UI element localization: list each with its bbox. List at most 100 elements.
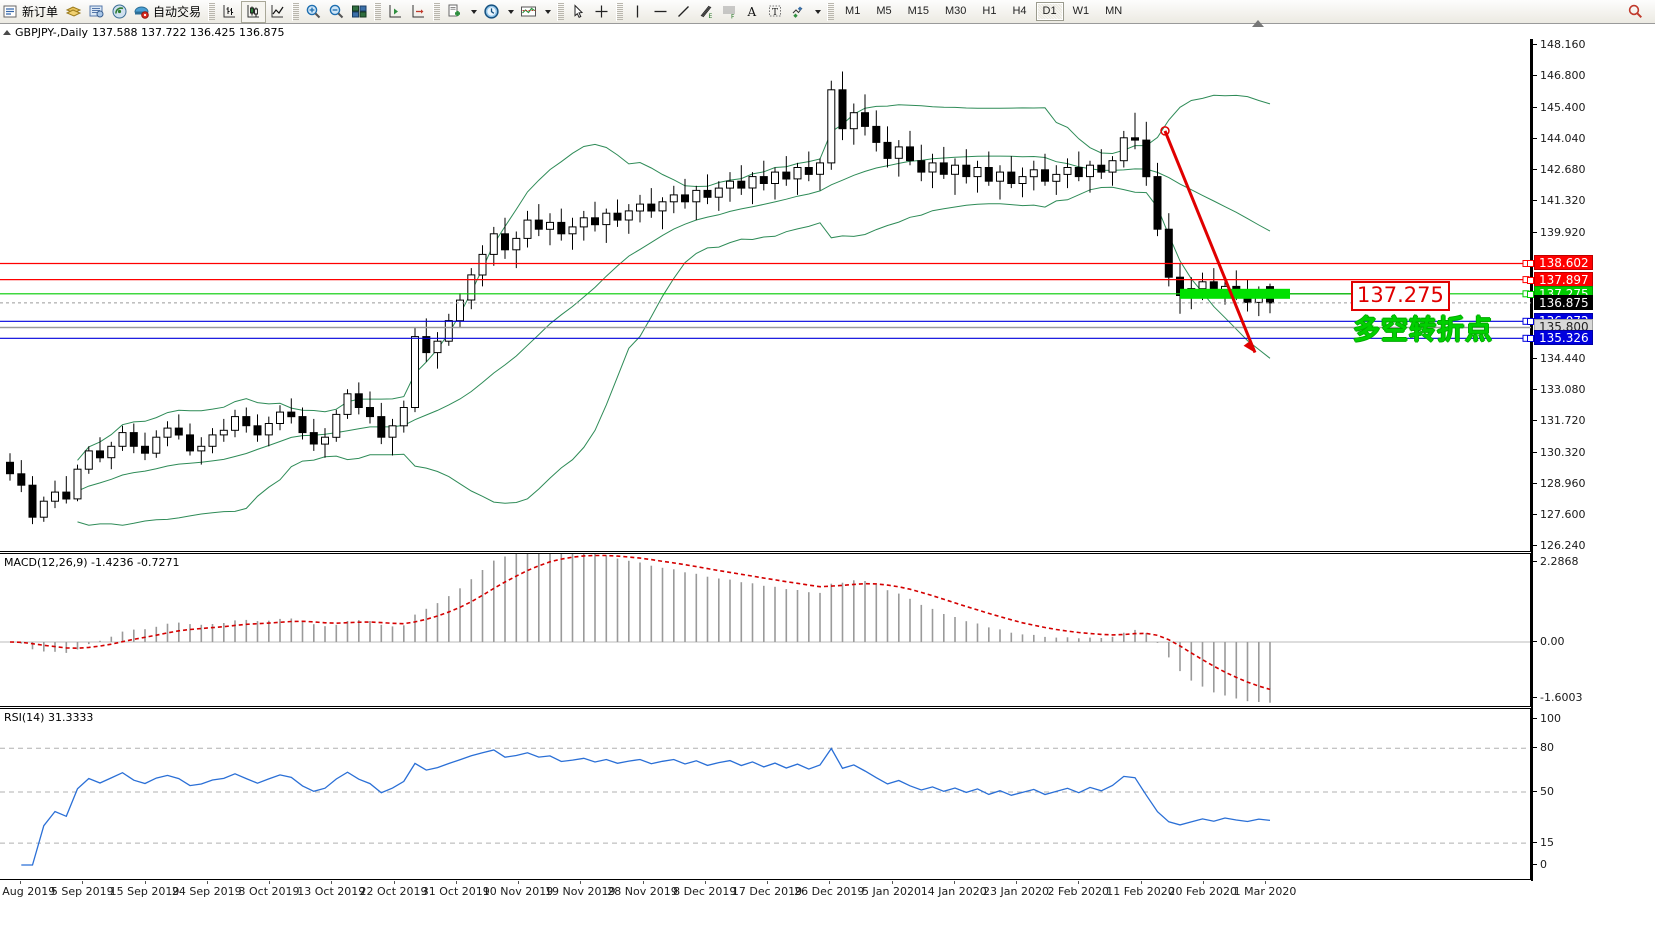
autotrade-button[interactable]: 自动交易	[131, 1, 205, 23]
date-axis-tick	[144, 881, 146, 884]
price-level-badge-resistance-1[interactable]: 138.602	[1534, 255, 1593, 271]
timeframe-mn[interactable]: MN	[1105, 5, 1123, 17]
date-axis-tick	[953, 881, 955, 884]
date-axis-tick	[1078, 881, 1080, 884]
date-axis-label: 23 Jan 2020	[983, 885, 1049, 898]
date-axis-label: 10 Nov 2019	[482, 885, 554, 898]
rsi-axis-tick-label: 15	[1540, 836, 1554, 850]
new-order-button[interactable]: 新订单	[0, 1, 62, 23]
toolbar-separator	[208, 2, 216, 21]
shapes-button[interactable]	[787, 1, 810, 23]
horizontal-line-icon	[654, 10, 667, 13]
trendline-button[interactable]	[672, 1, 695, 23]
timeframe-h1[interactable]: H1	[982, 5, 997, 17]
level-drag-handle[interactable]	[1527, 260, 1534, 268]
level-drag-handle[interactable]	[1527, 290, 1534, 298]
date-axis-label: 14 Jan 2020	[920, 885, 987, 898]
level-drag-handle[interactable]	[1527, 276, 1534, 284]
rsi-axis-tick-label: 100	[1540, 712, 1561, 725]
date-axis-tick	[1265, 881, 1266, 884]
period-dropdown[interactable]	[503, 1, 517, 23]
terminal-button[interactable]	[85, 1, 108, 23]
text-icon: A	[747, 5, 757, 19]
price-annotation-box: 137.275	[1351, 280, 1450, 311]
candlestick-button[interactable]	[241, 0, 267, 23]
timeframe-d1[interactable]: D1	[1035, 2, 1064, 21]
text-button[interactable]: A	[741, 1, 764, 23]
timeframe-m15[interactable]: M15	[907, 5, 929, 17]
new-chart-dropdown[interactable]	[466, 1, 480, 23]
price-axis-tick-label: 133.080	[1540, 382, 1586, 396]
zoom-in-button[interactable]	[302, 1, 325, 23]
auto-scroll-button[interactable]	[407, 1, 430, 23]
signal-button[interactable]	[108, 1, 131, 23]
fibonacci-button[interactable]: F	[718, 1, 741, 23]
expand-triangle-icon[interactable]	[3, 29, 11, 35]
shift-end-button[interactable]	[384, 1, 407, 23]
macd-pane[interactable]: MACD(12,26,9) -1.4236 -0.7271	[0, 553, 1531, 707]
vertical-line-button[interactable]	[626, 1, 649, 23]
period-button[interactable]	[480, 1, 503, 23]
tile-windows-button[interactable]	[348, 1, 371, 23]
autotrade-icon	[134, 6, 149, 19]
level-drag-handle[interactable]	[1527, 335, 1534, 343]
date-axis-label: 24 Sep 2019	[171, 885, 242, 898]
price-axis-tick-label: 146.800	[1540, 69, 1586, 83]
date-axis-label: 1 Mar 2020	[1233, 885, 1297, 898]
search-button[interactable]	[1624, 1, 1647, 23]
indicators-dropdown[interactable]	[540, 1, 554, 23]
macd-label: MACD(12,26,9) -1.4236 -0.7271	[4, 556, 180, 569]
date-axis-label: 19 Nov 2019	[545, 885, 616, 898]
toolbar-separator-6	[616, 2, 624, 21]
rsi-y-axis[interactable]: 100 80 50 15 0	[1531, 708, 1655, 881]
timeframe-m5[interactable]: M5	[876, 5, 892, 17]
price-level-badge-current-price[interactable]: 136.875	[1534, 294, 1593, 310]
auto-scroll-icon	[412, 5, 425, 18]
level-drag-handle[interactable]	[1527, 318, 1534, 326]
text-label-button[interactable]: T	[764, 1, 787, 23]
price-axis-tick-label: 127.600	[1540, 507, 1586, 521]
shapes-dropdown[interactable]	[810, 1, 824, 23]
date-axis-tick	[331, 881, 333, 884]
indicators-button[interactable]	[517, 1, 540, 23]
price-level-badge-support-blue-2[interactable]: 135.326	[1534, 330, 1593, 346]
line-chart-button[interactable]	[266, 1, 289, 23]
signal-icon	[112, 4, 127, 19]
price-axis-tick-label: 139.920	[1540, 226, 1586, 240]
chart-symbol-label: GBPJPY-,Daily	[15, 25, 89, 39]
bar-chart-button[interactable]	[218, 1, 241, 23]
timeframe-w1[interactable]: W1	[1072, 5, 1090, 17]
price-axis-tick-label: 130.320	[1540, 445, 1586, 459]
horizontal-line-button[interactable]	[649, 1, 672, 23]
scroll-indicator-icon	[1252, 20, 1264, 27]
date-axis-tick	[767, 881, 768, 884]
price-axis-tick-label: 126.240	[1540, 539, 1586, 552]
date-axis-label: 2 Feb 2020	[1047, 885, 1109, 898]
svg-text:T: T	[772, 8, 778, 18]
timeframe-m1[interactable]: M1	[845, 5, 861, 17]
cursor-button[interactable]	[567, 1, 590, 23]
date-axis-label: 3 Oct 2019	[238, 885, 300, 898]
rsi-pane[interactable]: RSI(14) 31.3333	[0, 708, 1531, 880]
wallet-button[interactable]	[62, 1, 85, 23]
indicators-icon	[521, 6, 537, 17]
new-chart-button[interactable]	[443, 1, 466, 23]
chart-ohlc-label: 137.588 137.722 136.425 136.875	[92, 25, 285, 39]
terminal-icon	[89, 5, 104, 18]
price-axis-tick-label: 142.680	[1540, 163, 1586, 177]
date-axis-tick	[580, 881, 582, 884]
price-chart-pane[interactable]: 137.275 多空转折点	[0, 39, 1531, 552]
price-y-axis[interactable]: 148.160 146.800 145.400 144.040 142.680 141.3…	[1527, 38, 1655, 553]
price-axis-tick-label: 141.320	[1540, 194, 1586, 208]
date-axis-label: 27 Aug 2019	[0, 885, 56, 898]
timeframe-m30[interactable]: M30	[945, 5, 967, 17]
equidistant-channel-button[interactable]: E	[695, 1, 718, 23]
price-level-badge-resistance-2[interactable]: 137.897	[1534, 271, 1593, 287]
timeframe-h4[interactable]: H4	[1012, 5, 1027, 17]
macd-y-axis[interactable]: 2.2868 0.00 -1.6003	[1531, 553, 1655, 708]
zoom-out-button[interactable]	[325, 1, 348, 23]
crosshair-icon	[595, 5, 608, 18]
toolbar-separator-4	[433, 2, 441, 21]
crosshair-button[interactable]	[590, 1, 613, 23]
